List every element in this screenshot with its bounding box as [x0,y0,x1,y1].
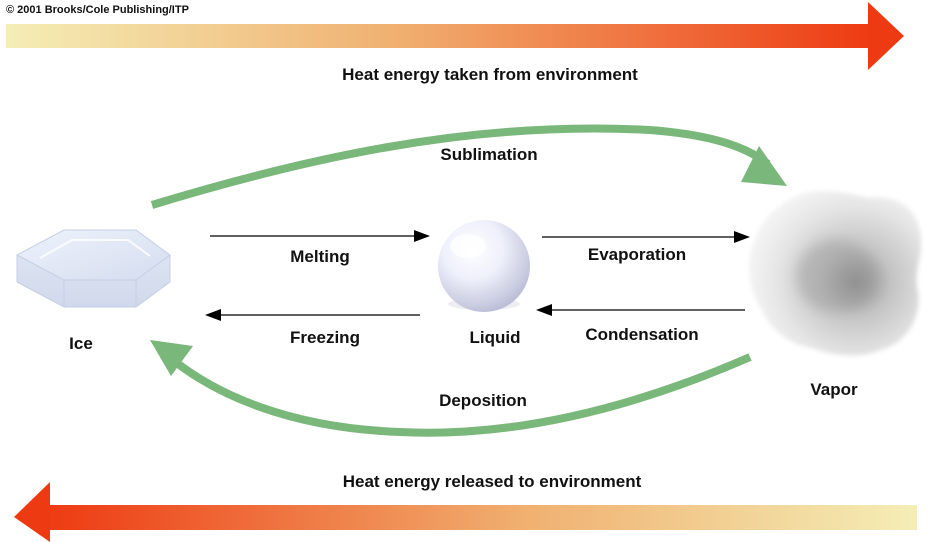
melting-label: Melting [290,247,350,266]
sublimation-label: Sublimation [440,145,537,164]
liquid-label: Liquid [470,328,521,347]
sublimation-arrow [150,124,787,209]
vapor-cloud-icon [749,191,922,356]
melting-arrow [210,230,430,242]
freezing-arrow [205,309,420,321]
deposition-label: Deposition [439,391,527,410]
condensation-arrow [536,304,745,316]
hexagonal-ice-crystal-icon [15,229,171,308]
heat-taken-arrow [6,2,904,70]
copyright-text: © 2001 Brooks/Cole Publishing/ITP [6,4,189,16]
heat-released-arrow [14,482,917,542]
condensation-label: Condensation [585,325,698,344]
freezing-label: Freezing [290,328,360,347]
deposition-arrow [150,340,752,437]
water-droplet-sphere-icon [438,220,530,312]
evaporation-label: Evaporation [588,245,686,264]
heat-released-label: Heat energy released to environment [343,472,642,491]
ice-label: Ice [69,334,93,353]
vapor-label: Vapor [810,380,858,399]
evaporation-arrow [542,231,750,243]
heat-taken-label: Heat energy taken from environment [342,65,638,84]
